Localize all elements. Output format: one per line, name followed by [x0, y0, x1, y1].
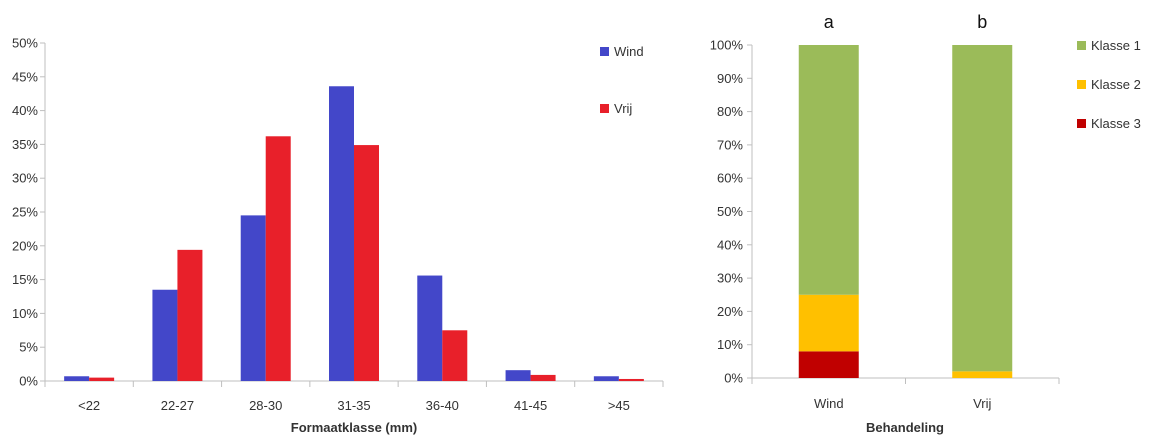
bar-wind-2 [240, 215, 266, 381]
bar-wind-6 [593, 376, 619, 381]
stack-klasse-1-wind [798, 45, 859, 295]
legend-swatch-klasse-2 [1077, 80, 1086, 89]
size-distribution-chart: 0% 5% 10% 15% 20% 25% 30% 35% 40% 45% 50% <22 22-27… [12, 36, 664, 435]
significance-letter: b [977, 12, 987, 32]
right-y-tick-label: 80% [717, 104, 743, 119]
left-x-tick-label: 41-45 [514, 398, 547, 413]
legend-label-vrij: Vrij [614, 101, 632, 116]
bar-vrij-1 [177, 249, 203, 381]
left-y-tick-label: 15% [12, 272, 38, 287]
significance-letter: a [824, 12, 835, 32]
bar-vrij-2 [265, 136, 291, 381]
left-x-tick-label: >45 [608, 398, 630, 413]
bar-vrij-4 [442, 330, 468, 381]
right-y-tick-label: 60% [717, 171, 743, 186]
stack-klasse-3-wind [798, 351, 859, 378]
left-y-tick-label: 10% [12, 306, 38, 321]
legend-label-klasse-2: Klasse 2 [1091, 77, 1141, 92]
right-y-tick-label: 70% [717, 137, 743, 152]
left-x-tick-label: 36-40 [426, 398, 459, 413]
left-y-tick-label: 5% [19, 340, 38, 355]
left-x-tick-label: <22 [78, 398, 100, 413]
right-y-tick-label: 20% [717, 304, 743, 319]
quality-class-chart: 0% 10% 20% 30% 40% 50% 60% 70% 80% 90% 100% Wind Vr… [710, 12, 1141, 435]
bar-wind-1 [152, 289, 178, 381]
left-y-tick-label: 50% [12, 36, 38, 51]
right-y-tick-label: 40% [717, 237, 743, 252]
left-y-tick-label: 0% [19, 374, 38, 389]
legend-swatch-klasse-1 [1077, 41, 1086, 50]
left-y-tick-label: 30% [12, 171, 38, 186]
right-x-axis-title: Behandeling [866, 420, 944, 435]
left-y-tick-label: 40% [12, 103, 38, 118]
left-x-tick-label: 22-27 [161, 398, 194, 413]
left-x-axis-title: Formaatklasse (mm) [291, 420, 417, 435]
bar-wind-0 [64, 376, 90, 381]
stack-klasse-2-vrij [952, 371, 1013, 378]
legend-swatch-wind [600, 47, 609, 56]
stack-klasse-1-vrij [952, 45, 1013, 372]
bar-vrij-0 [89, 377, 115, 381]
legend-label-klasse-3: Klasse 3 [1091, 116, 1141, 131]
right-x-tick-label: Vrij [973, 396, 991, 411]
bar-wind-5 [505, 370, 531, 381]
bar-vrij-5 [530, 374, 556, 381]
stack-klasse-2-wind [798, 294, 859, 352]
legend-swatch-klasse-3 [1077, 119, 1086, 128]
legend-label-klasse-1: Klasse 1 [1091, 38, 1141, 53]
right-y-tick-label: 50% [717, 204, 743, 219]
left-y-tick-label: 20% [12, 238, 38, 253]
right-y-tick-label: 0% [724, 371, 743, 386]
legend-swatch-vrij [600, 104, 609, 113]
bar-wind-4 [417, 275, 443, 381]
left-y-tick-label: 25% [12, 205, 38, 220]
right-y-tick-label: 10% [717, 337, 743, 352]
right-y-tick-label: 90% [717, 71, 743, 86]
legend-label-wind: Wind [614, 44, 644, 59]
left-y-tick-label: 35% [12, 137, 38, 152]
left-x-tick-label: 28-30 [249, 398, 282, 413]
right-y-tick-label: 30% [717, 271, 743, 286]
bar-vrij-6 [618, 378, 644, 381]
bar-vrij-3 [354, 145, 379, 381]
left-x-tick-label: 31-35 [337, 398, 370, 413]
right-x-tick-label: Wind [814, 396, 844, 411]
left-y-tick-label: 45% [12, 69, 38, 84]
right-y-tick-label: 100% [710, 38, 744, 53]
bar-wind-3 [329, 86, 354, 381]
